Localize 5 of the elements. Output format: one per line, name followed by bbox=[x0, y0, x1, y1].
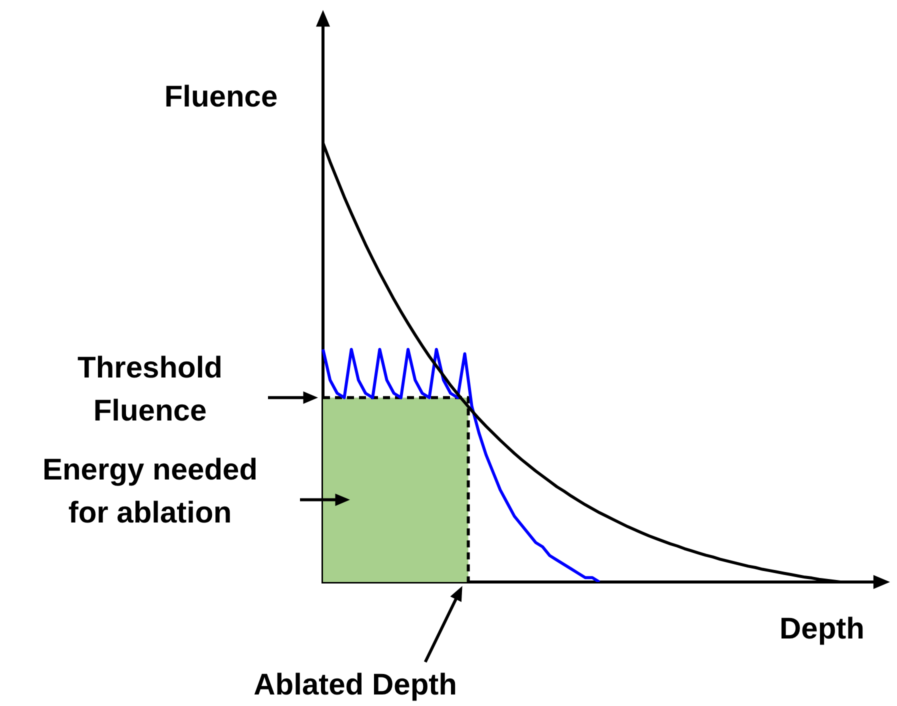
y-axis-title: Fluence bbox=[164, 80, 278, 114]
x-axis-title: Depth bbox=[780, 612, 864, 646]
text: Ablated Depth bbox=[254, 668, 457, 702]
text: Threshold Fluence bbox=[77, 351, 223, 428]
text: Energy needed for ablation bbox=[42, 454, 258, 530]
